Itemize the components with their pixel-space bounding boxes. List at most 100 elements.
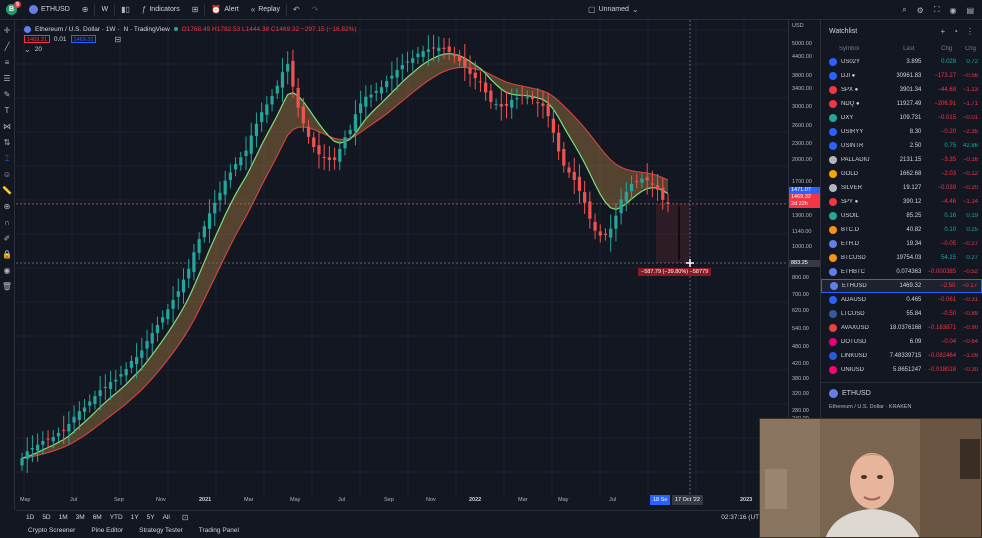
alert-button[interactable]: ⏰ Alert [205,0,244,20]
range-button-3m[interactable]: 3M [75,514,85,521]
candle [218,192,222,201]
sort-icon[interactable]: ⊟ [114,34,122,44]
interval-button[interactable]: W [95,0,114,20]
watchlist-row[interactable]: PALLADIU 2131.15 −3.35 −0.16 [821,153,982,167]
watchlist-row[interactable]: SPY ● 390.12 −4.46 −1.14 [821,195,982,209]
watchlist-row[interactable]: USINTR 2.50 0.75 42.86 [821,139,982,153]
templates-button[interactable]: ⊞ [186,0,205,20]
goto-date-icon[interactable]: ⊡ [181,513,189,522]
watchlist-row[interactable]: ETHBTC 0.074363 −0.000385 −0.52 [821,265,982,279]
zoom-icon[interactable]: ⊕ [3,202,11,211]
crosshair-icon[interactable]: ✛ [3,26,11,35]
buy-price-box[interactable]: 1469.32 [70,35,97,43]
price-axis-label: 700.00 [792,292,809,298]
watchlist-row[interactable]: DOTUSD 6.09 −0.04 −0.64 [821,335,982,349]
undo-button[interactable]: ↶ [287,0,306,20]
horizontal-lines-icon[interactable]: ≡ [4,58,10,67]
range-button-all[interactable]: All [162,514,170,521]
more-icon[interactable]: ⋮ [966,26,974,36]
publish-icon[interactable]: ▤ [966,5,974,15]
candle [426,49,430,52]
prediction-icon[interactable]: ⇅ [3,138,11,147]
fib-icon[interactable]: ☰ [3,74,11,83]
watchlist-row[interactable]: SPX ● 3901.34 −44.68 −1.13 [821,83,982,97]
watchlist-row[interactable]: NDQ ● 11927.49 −206.91 −1.71 [821,97,982,111]
layout-button[interactable]: ▢ Unnamed ⌄ [582,0,645,20]
panel-tab-trading-panel[interactable]: Trading Panel [198,527,239,534]
price-axis[interactable]: USD 5000.00 4400.00 3800.00 3400.00 3000.00 2… [788,20,820,510]
redo-button[interactable]: ↷ [306,0,325,20]
symbol-search-button[interactable]: ETHUSD [23,0,76,20]
range-button-1m[interactable]: 1M [58,514,68,521]
magnet-icon[interactable]: ∩ [4,218,10,227]
chg-percent-cell: −0.12 [962,171,978,177]
watchlist-row[interactable]: ADAUSD 0.465 −0.061 −0.31 [821,293,982,307]
chart-pane[interactable]: Ethereum / U.S. Dollar · 1W · N · Tradin… [16,20,788,510]
panel-tab-strategy-tester[interactable]: Strategy Tester [139,527,183,534]
col-symbol[interactable]: Symbol [839,45,860,52]
emoji-icon[interactable]: ☺ [2,170,12,179]
clock[interactable]: 02:37:16 (UTC) [721,514,766,521]
trash-icon[interactable]: 🗑 [1,282,13,291]
watchlist-row[interactable]: US02Y 3.895 0.028 0.72 [821,55,982,69]
panel-tab-crypto-screener[interactable]: Crypto Screener [28,527,76,534]
watchlist-row[interactable]: ETH.D 19.34 −0.05 −0.27 [821,237,982,251]
watchlist-row[interactable]: DJI ● 30961.83 −173.27 −0.56 [821,69,982,83]
watchlist-row[interactable]: GOLD 1662.68 −2.03 −0.12 [821,167,982,181]
advanced-view-icon[interactable]: ◔ [953,26,958,36]
price-axis-label: 800.00 [792,275,809,281]
indicators-button[interactable]: ƒ Indicators [136,0,186,20]
range-button-1d[interactable]: 1D [26,514,35,521]
camera-icon[interactable]: ◉ [949,5,957,15]
fullscreen-icon[interactable]: ⛶ [933,5,940,14]
candle [192,252,196,273]
sell-price-box[interactable]: 1469.31 [24,35,50,43]
gear-icon[interactable]: ⚙ [916,5,924,15]
candle [306,126,311,137]
col-chg-percent[interactable]: Chg [964,45,976,52]
range-button-5y[interactable]: 5Y [146,514,155,521]
eye-icon[interactable]: ◉ [3,266,11,275]
pattern-icon[interactable]: ⋈ [3,122,11,131]
watchlist-row[interactable]: BTC.D 40.82 0.10 0.25 [821,223,982,237]
time-axis[interactable]: May Jul Sep Nov 2021 Mar May Jul Sep Nov 2022 Mar Ma… [16,495,788,507]
range-button-ytd[interactable]: YTD [109,514,123,521]
lock-draw-icon[interactable]: ✐ [3,234,11,243]
watchlist-row[interactable]: UNIUSD 5.8651247 −0.018018 −0.30 [821,363,982,377]
search-icon[interactable]: ⌕ [902,5,907,14]
watchlist-title[interactable]: Watchlist [829,27,858,35]
watchlist-row[interactable]: BTCUSD 19754.03 54.15 0.27 [821,251,982,265]
col-last[interactable]: Last [903,45,915,52]
ruler-icon[interactable]: 📏 [2,186,12,195]
range-button-5d[interactable]: 5D [42,514,51,521]
measure-icon[interactable]: ⌶ [4,154,10,163]
candle [103,386,107,388]
compare-button[interactable]: ⊕ [76,0,95,20]
watchlist-row[interactable]: ETHUSD 1469.32 −2.50 −0.17 [821,279,982,293]
watchlist-row[interactable]: LINKUSD 7.48339715 −0.082464 −1.09 [821,349,982,363]
replay-button[interactable]: « Replay [245,0,286,20]
chart-type-button[interactable]: ▮▯ [115,0,136,20]
watchlist-row[interactable]: DXY 109.731 −0.015 −0.01 [821,111,982,125]
price-axis-label: 5000.00 [792,41,812,47]
price-chart[interactable] [16,20,788,495]
watchlist-row[interactable]: USOIL 85.25 0.16 0.19 [821,209,982,223]
add-symbol-icon[interactable]: + [940,26,946,36]
text-icon[interactable]: T [4,106,10,115]
watchlist-row[interactable]: USIRYY 8.30 −0.20 −2.35 [821,125,982,139]
watchlist-row[interactable]: AVAXUSD 18.0376168 −0.163871 −0.90 [821,321,982,335]
detail-symbol[interactable]: ETHUSD [842,390,871,397]
watchlist-row[interactable]: LTCUSD 55.84 −0.50 −0.89 [821,307,982,321]
trendline-icon[interactable]: ╱ [4,42,10,51]
watchlist-row[interactable]: SILVER 19.127 −0.039 −0.20 [821,181,982,195]
chg-percent-cell: −0.52 [962,269,978,275]
col-chg[interactable]: Chg [941,45,953,52]
collapse-chevron-icon[interactable]: ⌄ [24,44,31,54]
last-cell: 3.895 [906,59,922,65]
brush-icon[interactable]: ✎ [3,90,11,99]
lock-icon[interactable]: 🔒 [2,250,12,259]
range-button-1y[interactable]: 1Y [130,514,139,521]
range-button-6m[interactable]: 6M [92,514,102,521]
panel-tab-pine-editor[interactable]: Pine Editor [91,527,124,534]
